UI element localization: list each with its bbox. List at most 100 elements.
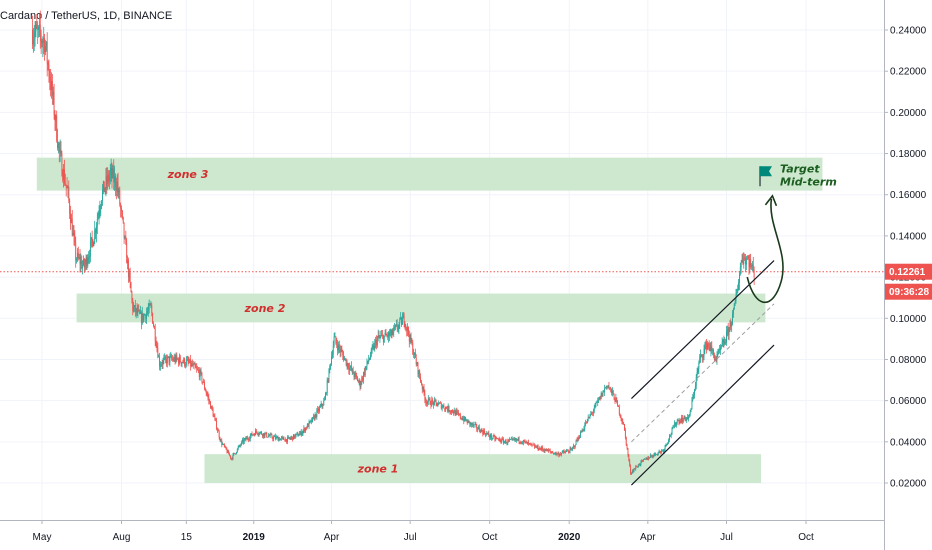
candle-body	[223, 444, 225, 447]
candle-body	[417, 362, 419, 374]
candle-body	[249, 435, 251, 440]
candle-body	[711, 346, 713, 350]
candle-body	[621, 418, 623, 422]
candle-body	[302, 430, 304, 433]
candle-body	[197, 369, 199, 372]
candle-body	[44, 38, 46, 53]
candle-body	[445, 407, 447, 410]
candle-body	[92, 239, 94, 247]
candle-body	[219, 437, 221, 441]
candle-body	[110, 167, 112, 171]
candle-body	[255, 430, 256, 436]
candle-body	[492, 435, 494, 439]
candle-body	[620, 416, 622, 419]
candle-body	[724, 342, 726, 344]
candle-body	[199, 369, 201, 378]
candle-body	[430, 404, 432, 406]
candle-body	[281, 437, 283, 439]
candle-body	[393, 327, 395, 333]
candle-body	[59, 149, 61, 152]
candle-body	[455, 410, 457, 416]
candle-body	[726, 331, 727, 343]
candle-body	[656, 454, 658, 455]
candle-body	[646, 457, 648, 460]
candle-body	[498, 438, 500, 440]
candle-body	[57, 143, 59, 148]
candle-body	[541, 447, 543, 450]
candle-body	[662, 450, 663, 452]
candle-body	[322, 405, 324, 407]
candle-body	[403, 315, 405, 324]
candle-body	[377, 335, 379, 338]
time-tick-label: Oct	[482, 532, 498, 543]
candle-body	[148, 304, 150, 310]
candle-body	[691, 400, 693, 409]
candle-body	[336, 341, 338, 346]
candle-body	[518, 437, 520, 442]
candle-body	[229, 454, 230, 456]
candle-body	[327, 379, 329, 382]
candle-body	[600, 393, 602, 399]
candle-body	[397, 328, 399, 330]
candle-body	[408, 334, 410, 342]
candle-body	[598, 399, 600, 401]
candle-body	[662, 450, 664, 453]
candle-body	[496, 438, 498, 440]
candle-body	[688, 416, 689, 419]
candle-body	[376, 337, 378, 346]
candle-body	[80, 260, 82, 265]
candle-body	[296, 433, 298, 435]
candle-body	[638, 464, 640, 466]
candle-body	[497, 438, 499, 440]
candle-body	[546, 448, 548, 452]
candle-body	[647, 457, 649, 460]
candle-body	[136, 308, 138, 314]
candle-body	[127, 260, 129, 278]
candle-body	[293, 434, 294, 440]
candle-body	[341, 350, 343, 352]
candle-body	[522, 442, 523, 444]
candle-body	[537, 445, 539, 450]
candle-body	[571, 448, 573, 450]
candle-body	[697, 369, 699, 373]
candle-body	[682, 419, 684, 422]
candle-body	[159, 365, 161, 367]
candle-body	[386, 335, 388, 337]
price-tick-label: 0.14000	[890, 231, 927, 242]
candle-body	[703, 349, 705, 357]
candle-body	[477, 428, 479, 430]
candle-body	[297, 433, 299, 437]
candle-body	[428, 398, 430, 400]
candle-body	[407, 327, 409, 335]
candle-body	[215, 418, 217, 421]
candle-body	[418, 370, 420, 374]
candle-body	[141, 313, 143, 324]
candle-body	[165, 356, 167, 359]
candle-body	[611, 390, 613, 393]
candle-body	[713, 349, 714, 355]
candle-body	[404, 323, 406, 328]
candle-body	[274, 436, 275, 438]
candle-body	[474, 424, 476, 425]
candle-body	[452, 410, 453, 413]
candle-body	[728, 327, 730, 336]
candle-body	[402, 315, 404, 319]
candle-body	[261, 434, 263, 437]
candle-body	[216, 420, 218, 429]
candle-body	[149, 304, 151, 306]
candle-body	[412, 343, 414, 354]
target-label-line2: Mid-term	[780, 175, 837, 188]
candle-body	[603, 390, 605, 392]
arrow-head-icon	[764, 194, 778, 207]
candle-body	[490, 434, 492, 439]
candle-body	[150, 305, 152, 307]
candle-body	[128, 272, 130, 278]
candle-body	[347, 362, 349, 368]
candle-body	[753, 269, 755, 278]
candle-body	[548, 450, 550, 452]
candle-body	[653, 454, 655, 457]
candle-body	[95, 229, 97, 233]
candle-body	[280, 437, 282, 439]
candle-body	[540, 447, 542, 450]
candle-body	[572, 447, 574, 450]
